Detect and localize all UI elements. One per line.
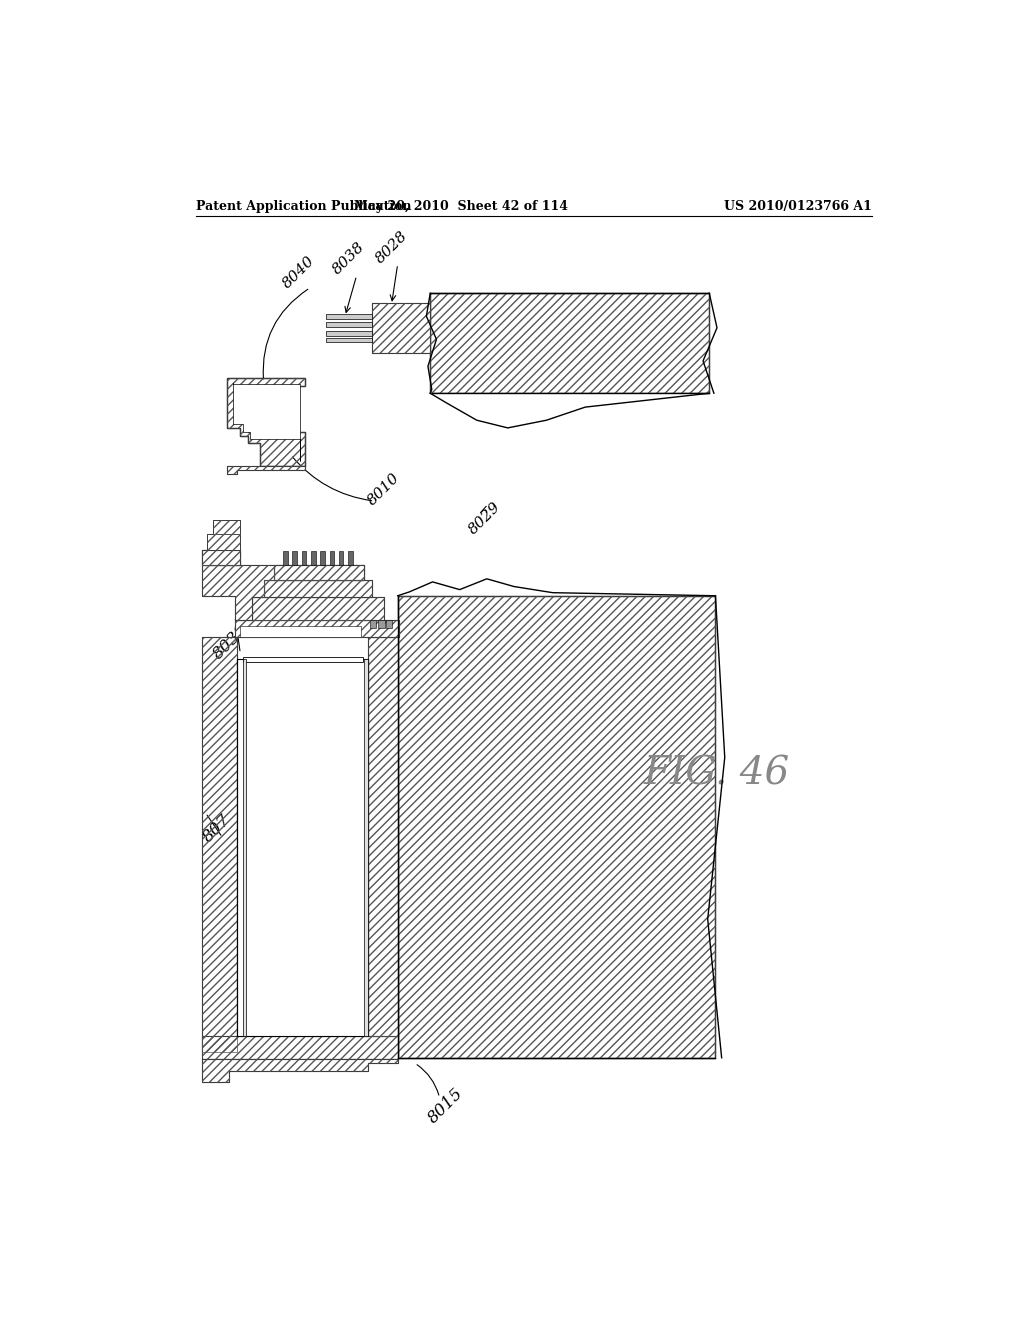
Bar	[263, 581, 372, 597]
Bar	[202, 638, 237, 1052]
Text: 8010: 8010	[365, 471, 402, 508]
Text: Patent Application Publication: Patent Application Publication	[197, 199, 412, 213]
Polygon shape	[227, 466, 305, 474]
Bar	[386, 620, 392, 628]
Bar	[397, 595, 716, 1057]
Text: 8040: 8040	[280, 253, 317, 292]
Bar	[252, 597, 384, 620]
Bar	[207, 535, 240, 549]
Bar	[364, 659, 369, 1036]
Bar	[321, 552, 325, 565]
Bar	[369, 638, 397, 1036]
Bar	[370, 620, 376, 628]
Bar	[326, 331, 372, 335]
Bar	[273, 565, 365, 581]
Bar	[234, 620, 399, 638]
Text: 8028: 8028	[373, 228, 411, 265]
Bar	[202, 549, 241, 565]
Bar	[202, 638, 237, 1052]
Bar	[369, 638, 397, 1036]
Bar	[283, 552, 288, 565]
Polygon shape	[397, 557, 716, 595]
Polygon shape	[430, 393, 710, 428]
Bar	[252, 597, 384, 620]
Bar	[234, 620, 399, 638]
Bar	[326, 338, 372, 342]
Bar	[348, 552, 352, 565]
Bar	[330, 552, 334, 565]
Bar	[430, 293, 710, 393]
Text: 809: 809	[304, 834, 339, 869]
Polygon shape	[227, 378, 305, 466]
Bar	[213, 520, 240, 535]
Bar	[311, 552, 315, 565]
Bar	[292, 552, 297, 565]
Text: FIG. 46: FIG. 46	[644, 756, 791, 793]
Bar	[237, 659, 369, 1036]
Bar	[430, 293, 710, 393]
Text: 8039: 8039	[209, 620, 251, 663]
Bar	[202, 1036, 397, 1059]
Bar	[326, 314, 372, 318]
Text: 8015: 8015	[425, 1085, 467, 1126]
Bar	[243, 657, 362, 663]
Bar	[339, 552, 343, 565]
Bar	[243, 659, 246, 1036]
Bar	[378, 620, 385, 628]
Bar	[372, 304, 430, 354]
Bar	[397, 595, 716, 1057]
Bar	[202, 549, 241, 565]
Bar	[273, 565, 365, 581]
Text: 8038: 8038	[330, 240, 368, 277]
Text: 8029: 8029	[466, 499, 503, 537]
Bar	[202, 549, 241, 565]
Polygon shape	[202, 565, 273, 620]
Bar	[302, 552, 306, 565]
Bar	[207, 535, 240, 549]
Bar	[202, 1036, 397, 1059]
Bar	[273, 565, 365, 581]
Polygon shape	[232, 383, 300, 461]
Text: May 20, 2010  Sheet 42 of 114: May 20, 2010 Sheet 42 of 114	[354, 199, 568, 213]
Text: US 2010/0123766 A1: US 2010/0123766 A1	[724, 199, 872, 213]
Bar	[372, 304, 430, 354]
Bar	[213, 520, 240, 535]
Bar	[241, 626, 360, 638]
Polygon shape	[202, 1059, 397, 1082]
Bar	[263, 581, 372, 597]
Bar	[326, 322, 372, 327]
Text: 807: 807	[200, 810, 234, 846]
